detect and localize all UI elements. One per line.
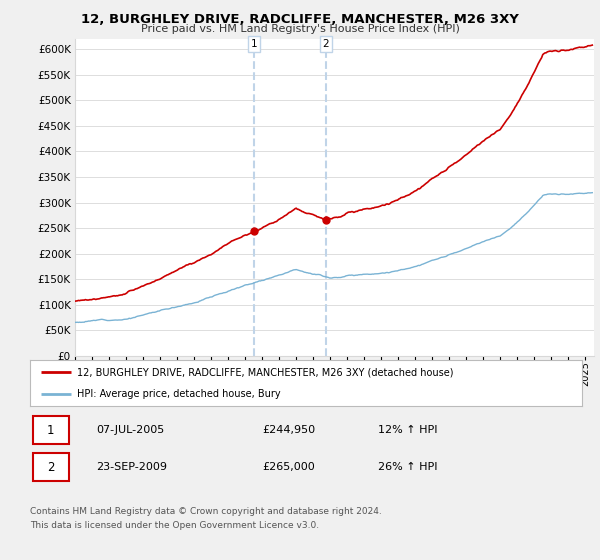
- Text: 12, BURGHLEY DRIVE, RADCLIFFE, MANCHESTER, M26 3XY: 12, BURGHLEY DRIVE, RADCLIFFE, MANCHESTE…: [81, 13, 519, 26]
- Text: HPI: Average price, detached house, Bury: HPI: Average price, detached house, Bury: [77, 389, 281, 399]
- Text: 23-SEP-2009: 23-SEP-2009: [96, 462, 167, 472]
- Text: 1: 1: [47, 423, 55, 437]
- Text: 12, BURGHLEY DRIVE, RADCLIFFE, MANCHESTER, M26 3XY (detached house): 12, BURGHLEY DRIVE, RADCLIFFE, MANCHESTE…: [77, 367, 454, 377]
- Text: Price paid vs. HM Land Registry's House Price Index (HPI): Price paid vs. HM Land Registry's House …: [140, 24, 460, 34]
- Text: 1: 1: [251, 39, 257, 49]
- FancyBboxPatch shape: [33, 452, 68, 482]
- Text: This data is licensed under the Open Government Licence v3.0.: This data is licensed under the Open Gov…: [30, 521, 319, 530]
- Text: 07-JUL-2005: 07-JUL-2005: [96, 425, 164, 435]
- Text: Contains HM Land Registry data © Crown copyright and database right 2024.: Contains HM Land Registry data © Crown c…: [30, 507, 382, 516]
- Text: £244,950: £244,950: [262, 425, 315, 435]
- Text: 12% ↑ HPI: 12% ↑ HPI: [378, 425, 437, 435]
- Text: 2: 2: [322, 39, 329, 49]
- Text: 26% ↑ HPI: 26% ↑ HPI: [378, 462, 437, 472]
- FancyBboxPatch shape: [33, 416, 68, 445]
- Text: 2: 2: [47, 460, 55, 474]
- Text: £265,000: £265,000: [262, 462, 314, 472]
